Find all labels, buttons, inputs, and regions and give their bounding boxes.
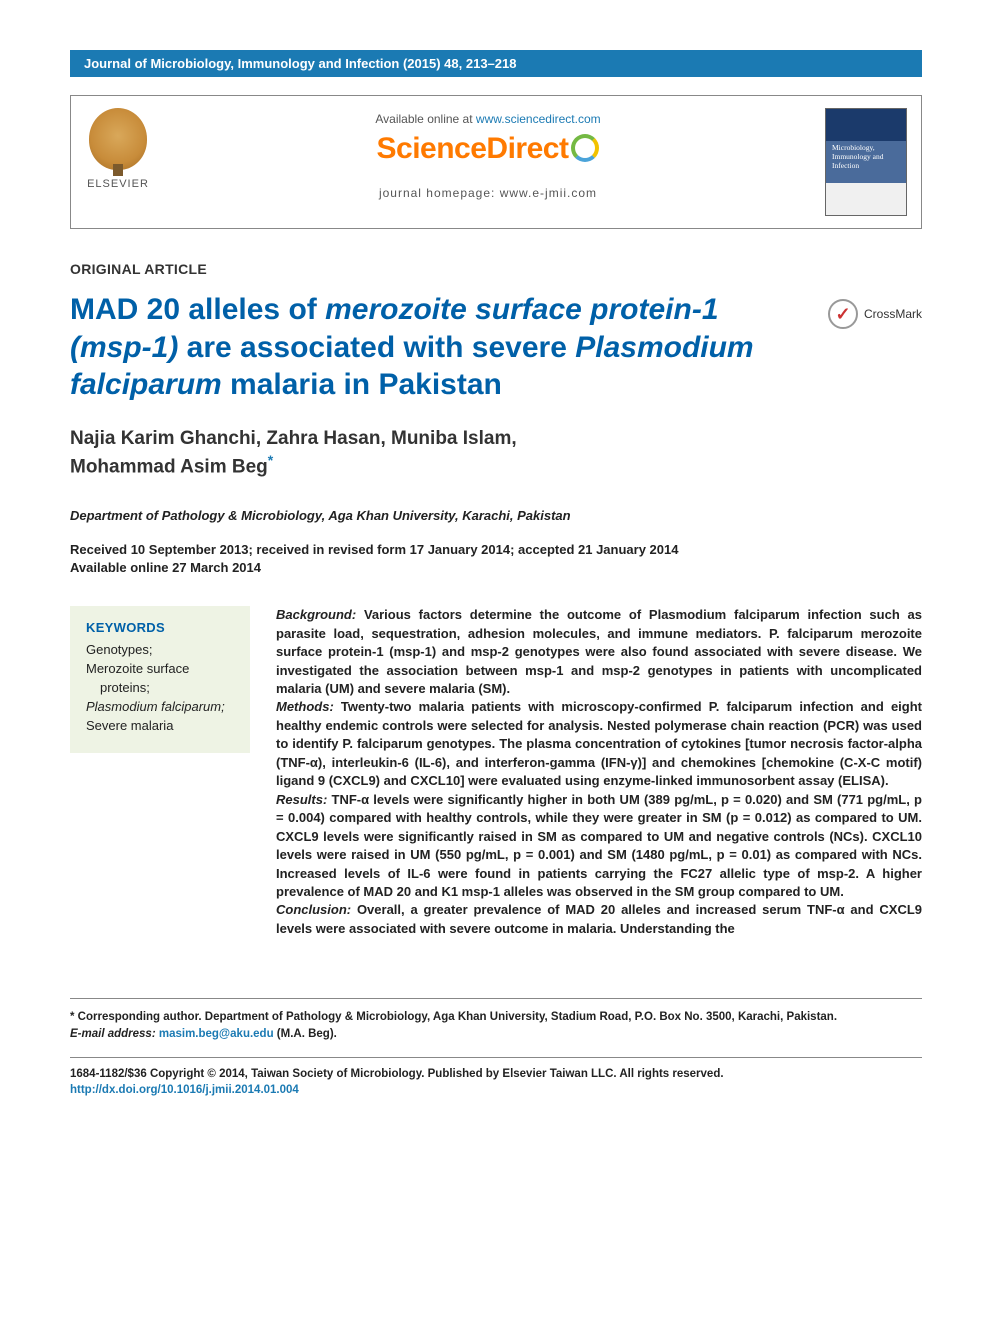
authors-line2: Mohammad Asim Beg* <box>70 451 922 480</box>
copyright-block: 1684-1182/$36 Copyright © 2014, Taiwan S… <box>70 1057 922 1099</box>
corresponding-mark[interactable]: * <box>268 452 273 468</box>
article-title: MAD 20 alleles of merozoite surface prot… <box>70 291 808 404</box>
abstract-background: Background: Various factors determine th… <box>276 606 922 698</box>
email-label: E-mail address: <box>70 1028 156 1040</box>
methods-text: Twenty-two malaria patients with microsc… <box>276 699 922 788</box>
results-label: Results: <box>276 792 327 807</box>
sd-logo-text: ScienceDirect <box>377 132 569 165</box>
sd-logo-swirl-icon <box>571 134 599 162</box>
conclusion-text: Overall, a greater prevalence of MAD 20 … <box>276 902 922 935</box>
footnotes-block: * Corresponding author. Department of Pa… <box>70 998 922 1042</box>
online-line: Available online 27 March 2014 <box>70 559 922 577</box>
crossmark-icon <box>828 299 858 329</box>
journal-cover-thumbnail: Microbiology, Immunology and Infection <box>825 108 907 216</box>
abstract-conclusion: Conclusion: Overall, a greater prevalenc… <box>276 901 922 938</box>
article-history: Received 10 September 2013; received in … <box>70 541 922 576</box>
background-text: Various factors determine the outcome of… <box>276 607 922 696</box>
affiliation: Department of Pathology & Microbiology, … <box>70 508 922 523</box>
keyword-item: Severe malaria <box>86 717 234 736</box>
corresponding-author-note: * Corresponding author. Department of Pa… <box>70 1009 922 1026</box>
methods-label: Methods: <box>276 699 334 714</box>
sciencedirect-logo: ScienceDirect <box>169 132 807 166</box>
abstract-methods: Methods: Twenty-two malaria patients wit… <box>276 698 922 790</box>
sciencedirect-center: Available online at www.sciencedirect.co… <box>169 108 807 200</box>
available-prefix: Available online at <box>375 112 476 126</box>
conclusion-label: Conclusion: <box>276 902 351 917</box>
masthead-block: ELSEVIER Available online at www.science… <box>70 95 922 229</box>
keyword-item: Plasmodium falciparum; <box>86 698 234 717</box>
authors-block: Najia Karim Ghanchi, Zahra Hasan, Muniba… <box>70 426 922 481</box>
abstract-block: Background: Various factors determine th… <box>276 606 922 938</box>
email-suffix: (M.A. Beg). <box>274 1028 337 1040</box>
received-line: Received 10 September 2013; received in … <box>70 541 922 559</box>
author-email-link[interactable]: masim.beg@aku.edu <box>159 1028 274 1040</box>
title-part2: are associated with severe <box>178 331 575 364</box>
crossmark-badge[interactable]: CrossMark <box>828 291 922 329</box>
journal-homepage-line: journal homepage: www.e-jmii.com <box>169 186 807 200</box>
abstract-results: Results: TNF-α levels were significantly… <box>276 791 922 902</box>
sciencedirect-url-link[interactable]: www.sciencedirect.com <box>476 112 601 126</box>
keywords-heading: KEYWORDS <box>86 620 234 635</box>
author-last: Mohammad Asim Beg <box>70 456 268 477</box>
authors-line1: Najia Karim Ghanchi, Zahra Hasan, Muniba… <box>70 426 922 452</box>
results-text: TNF-α levels were significantly higher i… <box>276 792 922 899</box>
elsevier-logo: ELSEVIER <box>85 108 151 190</box>
background-label: Background: <box>276 607 356 622</box>
available-online-text: Available online at www.sciencedirect.co… <box>169 112 807 126</box>
keywords-box: KEYWORDS Genotypes; Merozoite surface pr… <box>70 606 250 753</box>
doi-link[interactable]: http://dx.doi.org/10.1016/j.jmii.2014.01… <box>70 1084 299 1096</box>
title-part1: MAD 20 alleles of <box>70 293 325 326</box>
issn-copyright: 1684-1182/$36 Copyright © 2014, Taiwan S… <box>70 1066 922 1083</box>
keyword-item: Genotypes; <box>86 641 234 660</box>
title-part3: malaria in Pakistan <box>222 368 502 401</box>
email-line: E-mail address: masim.beg@aku.edu (M.A. … <box>70 1026 922 1043</box>
elsevier-tree-icon <box>89 108 147 170</box>
journal-header-bar: Journal of Microbiology, Immunology and … <box>70 50 922 77</box>
elsevier-label: ELSEVIER <box>87 178 149 190</box>
crossmark-label: CrossMark <box>864 307 922 321</box>
article-type-label: ORIGINAL ARTICLE <box>70 261 922 277</box>
keyword-item: Merozoite surface proteins; <box>86 660 234 698</box>
cover-title-text: Microbiology, Immunology and Infection <box>832 143 900 170</box>
